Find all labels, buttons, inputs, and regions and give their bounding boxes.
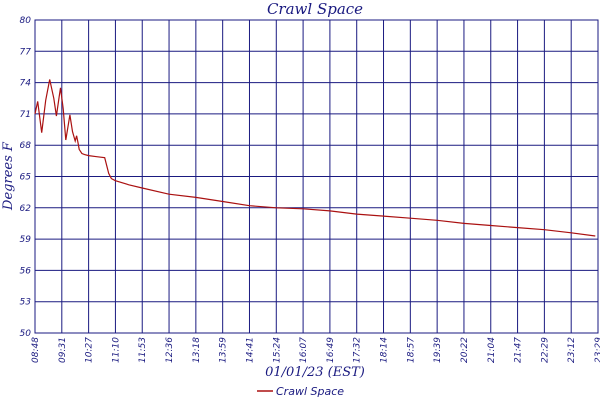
x-tick-label: 08:48 xyxy=(31,337,41,363)
x-tick-label: 09:31 xyxy=(58,337,68,363)
x-tick-label: 13:18 xyxy=(192,337,202,363)
y-tick-label: 68 xyxy=(20,141,32,151)
x-tick-label: 23:29 xyxy=(594,337,600,363)
x-tick-label: 22:29 xyxy=(540,337,550,363)
y-tick-label: 62 xyxy=(20,204,32,214)
x-tick-label: 19:39 xyxy=(433,337,443,363)
x-tick-label: 18:57 xyxy=(406,337,416,363)
y-tick-label: 50 xyxy=(20,329,32,339)
x-tick-label: 11:53 xyxy=(138,337,148,363)
y-tick-labels: 80 77 74 71 68 65 62 59 56 53 50 xyxy=(20,16,32,339)
x-tick-label: 21:04 xyxy=(487,337,497,363)
x-tick-labels: 08:48 09:31 10:27 11:10 11:53 12:36 13:18 13:59… xyxy=(31,337,600,363)
x-tick-label: 20:22 xyxy=(460,337,470,363)
legend-label: Crawl Space xyxy=(276,385,344,398)
y-tick-label: 53 xyxy=(20,298,32,308)
x-tick-label: 17:32 xyxy=(353,337,363,363)
series-lines xyxy=(34,79,596,237)
y-tick-label: 59 xyxy=(20,235,32,245)
y-tick-label: 80 xyxy=(20,16,32,26)
x-tick-label: 14:41 xyxy=(245,337,255,363)
x-tick-label: 18:14 xyxy=(380,337,390,363)
x-tick-label: 10:27 xyxy=(85,337,95,363)
chart-title: Crawl Space xyxy=(267,0,363,18)
y-tick-label: 56 xyxy=(20,266,32,276)
x-tick-label: 21:47 xyxy=(514,337,524,363)
series-line xyxy=(34,79,596,237)
x-tick-label: 16:49 xyxy=(326,337,336,363)
y-tick-label: 77 xyxy=(20,47,32,57)
x-axis-label: 01/01/23 (EST) xyxy=(265,365,365,380)
x-tick-label: 23:12 xyxy=(567,337,577,363)
x-tick-label: 12:36 xyxy=(165,337,175,363)
x-tick-label: 13:59 xyxy=(219,337,229,363)
plot-area xyxy=(34,19,599,334)
y-tick-label: 65 xyxy=(20,173,32,183)
grid xyxy=(34,19,599,334)
x-tick-label: 15:24 xyxy=(272,337,282,363)
y-tick-label: 74 xyxy=(20,79,32,89)
legend: Crawl Space xyxy=(257,385,344,398)
x-tick-label: 11:10 xyxy=(111,337,121,363)
x-tick-label: 16:07 xyxy=(299,337,309,363)
y-axis-label: Degrees F xyxy=(1,141,16,211)
y-tick-label: 71 xyxy=(20,110,31,120)
